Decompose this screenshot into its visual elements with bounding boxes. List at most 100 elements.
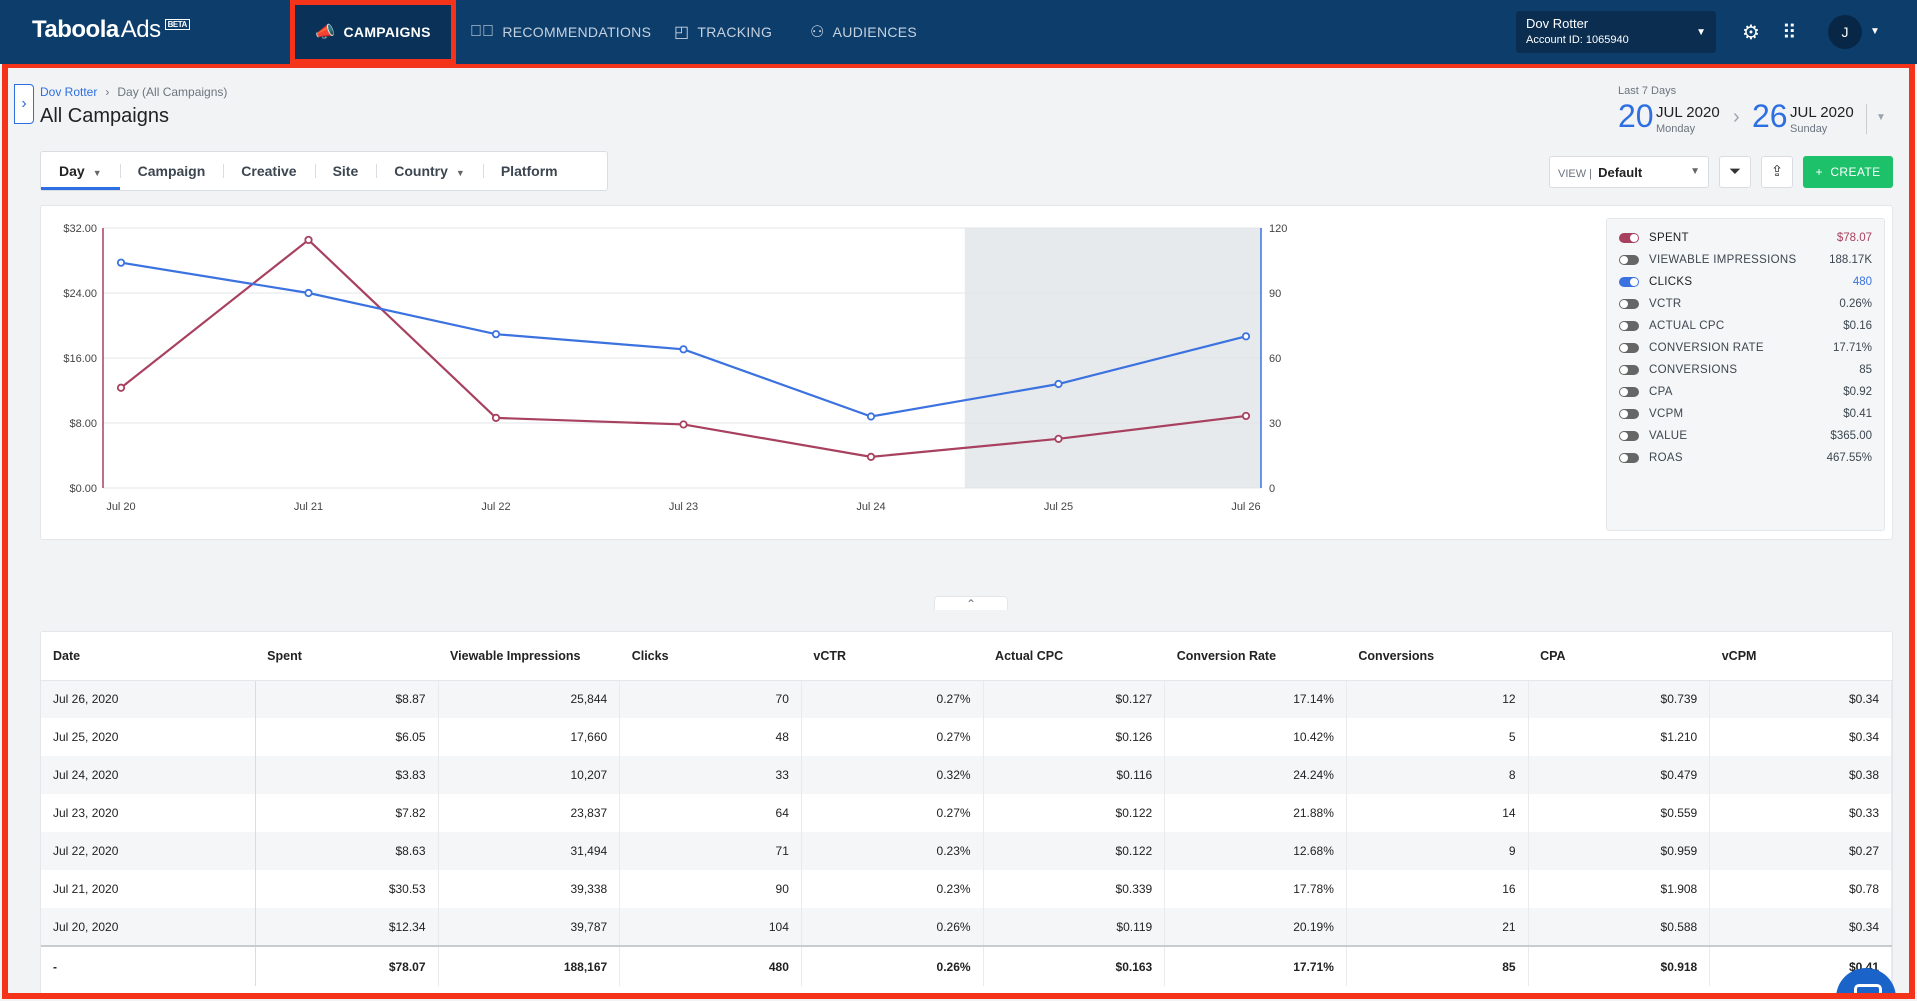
- chevron-right-icon: ›: [105, 85, 110, 99]
- view-select[interactable]: VIEW | Default ▼: [1549, 156, 1709, 188]
- table-cell: $0.588: [1528, 908, 1711, 946]
- beta-badge: BETA: [164, 19, 190, 30]
- legend-item-conversions[interactable]: CONVERSIONS 85: [1619, 359, 1872, 381]
- table-cell: $0.33: [1709, 794, 1892, 832]
- nav-audiences[interactable]: ⚇ AUDIENCES: [810, 0, 917, 64]
- data-point-clicks: [866, 412, 876, 421]
- legend-item-clicks[interactable]: CLICKS 480: [1619, 271, 1872, 293]
- sidebar-toggle-button[interactable]: ›: [14, 84, 34, 124]
- table-cell: 104: [619, 908, 802, 946]
- table-cell: $0.34: [1709, 908, 1892, 946]
- collapse-chart-button[interactable]: ⌃: [934, 596, 1008, 611]
- date-to-month[interactable]: JUL 2020: [1790, 104, 1854, 121]
- y-right-tick-label: 90: [1269, 288, 1281, 300]
- x-tick-label: Jul 20: [106, 501, 135, 513]
- toggle-switch[interactable]: [1619, 321, 1639, 331]
- total-cell: 0.26%: [801, 945, 984, 986]
- legend-item-value[interactable]: VALUE $365.00: [1619, 425, 1872, 447]
- toggle-switch[interactable]: [1619, 409, 1639, 419]
- toggle-switch[interactable]: [1619, 431, 1639, 441]
- table-cell: $0.34: [1709, 680, 1892, 718]
- table-cell: $1.210: [1528, 718, 1711, 756]
- date-range-label: Last 7 Days: [1618, 85, 1677, 97]
- legend-item-roas[interactable]: ROAS 467.55%: [1619, 447, 1872, 469]
- create-button[interactable]: + CREATE: [1803, 156, 1893, 188]
- tab-site[interactable]: Site: [314, 152, 377, 190]
- chevron-down-icon[interactable]: ▼: [1876, 112, 1886, 123]
- taboola-ads-logo[interactable]: Taboola Ads BETA: [32, 16, 190, 44]
- tab-country[interactable]: Country ▼: [376, 152, 483, 190]
- toggle-switch[interactable]: [1619, 233, 1639, 243]
- nav-recommendations[interactable]: ✓⃝ RECOMMENDATIONS: [470, 0, 651, 64]
- legend-value: 188.17K: [1829, 254, 1872, 266]
- legend-item-conversion-rate[interactable]: CONVERSION RATE 17.71%: [1619, 337, 1872, 359]
- tab-day-label: Day: [59, 163, 85, 179]
- toggle-switch[interactable]: [1619, 277, 1639, 287]
- table-cell: 70: [619, 680, 802, 718]
- column-header[interactable]: Viewable Impressions: [438, 632, 620, 681]
- legend-value: 17.71%: [1832, 342, 1872, 354]
- table-body: Jul 26, 2020 $8.87 25,844 70 0.27% $0.127 17.1…: [41, 680, 1892, 986]
- date-from-weekday: Monday: [1656, 123, 1696, 135]
- x-tick-label: Jul 21: [294, 501, 323, 513]
- date-to-day[interactable]: 26: [1752, 98, 1788, 134]
- table-cell: $12.34: [255, 908, 439, 946]
- apps-grid-icon[interactable]: ⠿: [1782, 22, 1797, 44]
- tab-campaign[interactable]: Campaign: [119, 152, 224, 190]
- tab-platform[interactable]: Platform: [482, 152, 576, 190]
- avatar[interactable]: J: [1828, 15, 1862, 49]
- legend-item-spent[interactable]: SPENT $78.07: [1619, 227, 1872, 249]
- breadcrumb-root[interactable]: Dov Rotter: [40, 85, 98, 99]
- gear-icon[interactable]: ⚙: [1742, 22, 1760, 44]
- legend-value: 0.26%: [1839, 298, 1872, 310]
- legend-item-vcpm[interactable]: VCPM $0.41: [1619, 403, 1872, 425]
- total-cell: -: [41, 945, 256, 986]
- tab-day[interactable]: Day ▼: [41, 152, 120, 190]
- nav-campaigns[interactable]: 📣 CAMPAIGNS: [290, 0, 456, 64]
- account-selector[interactable]: Dov Rotter Account ID: 1065940 ▼: [1516, 11, 1716, 53]
- table-cell: 0.26%: [801, 908, 984, 946]
- toggle-switch[interactable]: [1619, 255, 1639, 265]
- x-tick-label: Jul 25: [1044, 501, 1073, 513]
- date-from-day[interactable]: 20: [1618, 98, 1654, 134]
- performance-chart: $0.00 0 $8.00 30 $16.00 60 $24.00 90 $32.00 120 Ju…: [63, 223, 1287, 513]
- column-header[interactable]: vCPM: [1709, 632, 1892, 681]
- legend-item-vctr[interactable]: VCTR 0.26%: [1619, 293, 1872, 315]
- date-from-month[interactable]: JUL 2020: [1656, 104, 1720, 121]
- export-button[interactable]: ⇪: [1761, 156, 1793, 188]
- toggle-switch[interactable]: [1619, 343, 1639, 353]
- column-header[interactable]: Clicks: [619, 632, 802, 681]
- column-header[interactable]: Actual CPC: [983, 632, 1165, 681]
- column-header[interactable]: vCTR: [801, 632, 984, 681]
- logo-product: Ads: [120, 16, 161, 43]
- table-cell: 17.14%: [1164, 680, 1347, 718]
- column-header[interactable]: Conversion Rate: [1164, 632, 1347, 681]
- toggle-switch[interactable]: [1619, 387, 1639, 397]
- filter-button[interactable]: ⏷: [1719, 156, 1751, 188]
- toggle-switch[interactable]: [1619, 365, 1639, 375]
- data-point-clicks: [304, 288, 313, 298]
- legend-item-actual-cpc[interactable]: ACTUAL CPC $0.16: [1619, 315, 1872, 337]
- column-header[interactable]: CPA: [1528, 632, 1710, 681]
- table-cell: $0.78: [1709, 870, 1892, 908]
- toggle-switch[interactable]: [1619, 299, 1639, 309]
- data-point-clicks: [1054, 379, 1063, 389]
- table-row: Jul 26, 2020 $8.87 25,844 70 0.27% $0.127 17.1…: [41, 680, 1892, 718]
- legend-item-viewable-impressions[interactable]: VIEWABLE IMPRESSIONS 188.17K: [1619, 249, 1872, 271]
- legend-label: CONVERSION RATE: [1649, 342, 1764, 354]
- tab-creative[interactable]: Creative: [223, 152, 314, 190]
- table-cell: 0.32%: [801, 756, 984, 794]
- column-header[interactable]: Conversions: [1346, 632, 1529, 681]
- legend-item-cpa[interactable]: CPA $0.92: [1619, 381, 1872, 403]
- table-cell: 0.27%: [801, 718, 984, 756]
- column-header[interactable]: Spent: [255, 632, 439, 681]
- assistant-bot-icon[interactable]: [36, 998, 84, 999]
- column-header[interactable]: Date: [41, 632, 256, 681]
- table-cell: $30.53: [255, 870, 439, 908]
- y-right-tick-label: 120: [1269, 223, 1287, 235]
- nav-tracking[interactable]: ◰ TRACKING: [674, 0, 772, 64]
- toggle-switch[interactable]: [1619, 453, 1639, 463]
- chevron-down-icon[interactable]: ▼: [1870, 26, 1880, 37]
- table-cell: Jul 21, 2020: [41, 870, 256, 908]
- breakdown-tabs: Day ▼ Campaign Creative Site Country ▼ Pla…: [40, 151, 608, 191]
